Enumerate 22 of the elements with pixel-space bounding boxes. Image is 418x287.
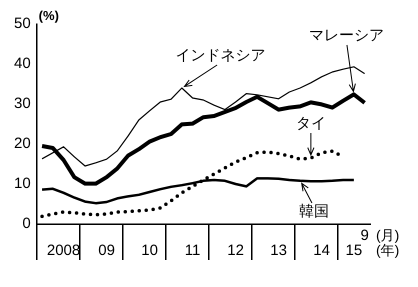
y-tick-label: 50 [14,15,31,32]
y-tick-label: 30 [14,95,31,112]
y-tick-label: 20 [14,135,31,152]
x-tick-label: 9 [360,227,369,244]
series-label: タイ [296,115,326,132]
x-tick-label: 15 [346,242,362,260]
series-label: インドネシア [176,47,266,64]
x-tick-label: 14 [313,242,330,260]
x-tick-label: 2008 [46,242,80,260]
x-tick-label: 11 [184,242,200,260]
text: マレーシア [308,27,384,44]
legend-label: 韓国 [299,203,330,220]
text: (月) [376,226,400,243]
text: (年) [376,242,400,258]
x-tick-label: 12 [227,242,244,260]
y-tick-label: 0 [22,215,31,232]
y-axis-title: (%) [38,8,59,24]
y-tick-label: 40 [14,55,31,72]
x-tick-label: 10 [141,242,158,260]
y-tick-label: 10 [14,175,31,192]
x-tick-label: 13 [270,242,287,260]
x-tick-label: 09 [98,242,115,260]
